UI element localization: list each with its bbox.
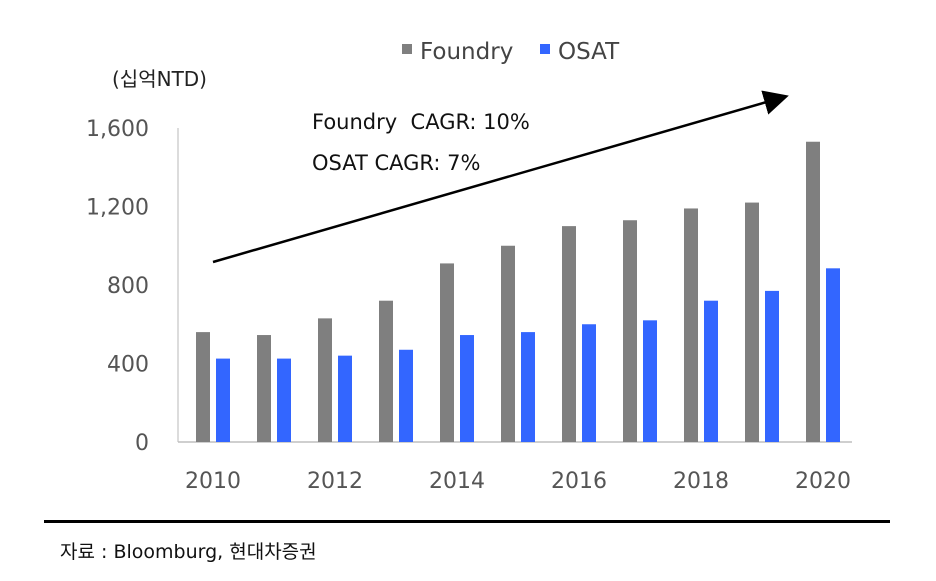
x-tick-label: 2020 — [795, 469, 851, 494]
y-unit-label: (십억NTD) — [112, 67, 207, 91]
bar-osat-2020 — [826, 268, 840, 442]
bar-osat-2015 — [521, 332, 535, 442]
source-divider — [44, 520, 890, 523]
legend-label-osat: OSAT — [558, 39, 620, 65]
trend-arrow — [212, 90, 789, 264]
bar-foundry-2016 — [562, 226, 576, 442]
bar-foundry-2011 — [257, 335, 271, 442]
bar-osat-2011 — [277, 358, 291, 442]
source-note: 자료 : Bloomburg, 현대차증권 — [60, 541, 317, 563]
bar-osat-2018 — [704, 300, 718, 442]
x-tick-label: 2018 — [673, 469, 729, 494]
x-tick-label: 2014 — [429, 469, 485, 494]
annotation-osat-cagr: OSAT CAGR: 7% — [312, 151, 480, 175]
bars — [196, 141, 840, 443]
bar-foundry-2015 — [501, 245, 515, 442]
bar-osat-2014 — [460, 335, 474, 442]
annotation-foundry-cagr: Foundry CAGR: 10% — [312, 110, 530, 134]
x-axis: 2010 2012 2014 2016 2018 2020 — [185, 469, 851, 494]
y-tick-label: 1,200 — [86, 196, 149, 221]
bar-osat-2016 — [582, 324, 596, 442]
bar-osat-2012 — [338, 355, 352, 442]
y-tick-label: 1,600 — [86, 117, 149, 142]
bar-foundry-2013 — [379, 300, 393, 442]
bar-foundry-2018 — [684, 208, 698, 442]
bar-foundry-2017 — [623, 220, 637, 442]
x-tick-label: 2012 — [307, 469, 363, 494]
x-tick-label: 2010 — [185, 469, 241, 494]
bar-osat-2010 — [216, 358, 230, 442]
bar-foundry-2020 — [806, 141, 820, 443]
x-tick-label: 2016 — [551, 469, 607, 494]
legend-swatch-osat — [540, 44, 550, 54]
y-tick-label: 400 — [107, 353, 149, 378]
bar-osat-2017 — [643, 320, 657, 442]
legend-swatch-foundry — [402, 44, 412, 54]
bar-osat-2019 — [765, 290, 779, 442]
legend: Foundry OSAT — [402, 39, 620, 65]
y-tick-label: 800 — [107, 274, 149, 299]
bar-foundry-2014 — [440, 263, 454, 442]
bar-foundry-2012 — [318, 318, 332, 442]
bar-osat-2013 — [399, 349, 413, 442]
legend-label-foundry: Foundry — [420, 39, 513, 65]
bar-foundry-2010 — [196, 332, 210, 442]
y-axis: 0 400 800 1,200 1,600 — [86, 117, 149, 456]
bar-foundry-2019 — [745, 202, 759, 442]
y-tick-label: 0 — [135, 431, 149, 456]
